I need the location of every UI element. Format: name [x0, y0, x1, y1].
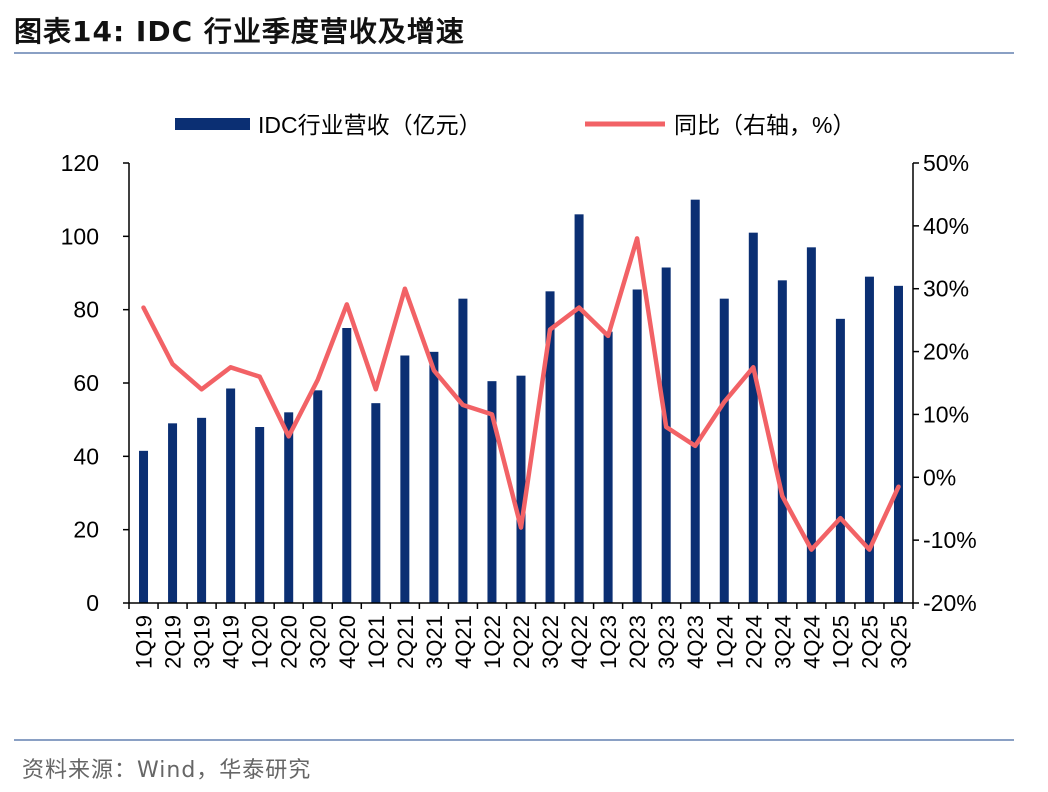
- right-tick-label: 50%: [923, 150, 969, 176]
- bar: [777, 280, 787, 603]
- legend-bar-swatch: [175, 118, 250, 130]
- left-tick-label: 20: [73, 517, 99, 543]
- bar: [458, 298, 468, 603]
- left-tick-label: 100: [61, 223, 99, 249]
- x-tick-label: 3Q22: [538, 615, 563, 669]
- left-tick-label: 120: [61, 150, 99, 176]
- right-tick-label: 40%: [923, 213, 969, 239]
- right-tick-label: -20%: [923, 590, 977, 616]
- bar: [168, 423, 178, 603]
- x-tick-label: 3Q25: [886, 615, 911, 669]
- page-title: 图表14: IDC 行业季度营收及增速: [14, 15, 465, 48]
- x-tick-label: 1Q19: [132, 615, 157, 669]
- x-tick-label: 1Q25: [828, 615, 853, 669]
- x-tick-label: 3Q19: [190, 615, 215, 669]
- bar: [255, 427, 265, 603]
- line-series: [141, 236, 901, 552]
- bar: [516, 375, 526, 603]
- bar: [313, 390, 323, 603]
- x-tick-label: 3Q24: [770, 615, 795, 669]
- source-note: 资料来源：Wind，华泰研究: [22, 758, 312, 783]
- x-tick-label: 4Q24: [799, 615, 824, 669]
- x-tick-label: 2Q20: [277, 615, 302, 669]
- x-tick-label: 4Q21: [451, 615, 476, 669]
- x-tick-label: 3Q21: [422, 615, 447, 669]
- bar: [719, 298, 729, 603]
- bar: [226, 388, 236, 603]
- bar: [487, 381, 497, 603]
- left-tick-label: 60: [73, 370, 99, 396]
- x-tick-label: 2Q25: [857, 615, 882, 669]
- bar: [603, 331, 613, 603]
- left-tick-label: 40: [73, 443, 99, 469]
- bar: [342, 328, 352, 603]
- legend-line-label: 同比（右轴，%）: [674, 112, 855, 138]
- x-tick-label: 1Q20: [248, 615, 273, 669]
- x-tick-label: 1Q22: [480, 615, 505, 669]
- x-tick-label: 1Q24: [712, 615, 737, 669]
- bar: [661, 267, 671, 603]
- bar: [574, 214, 584, 604]
- bar: [748, 232, 758, 603]
- bar: [197, 417, 207, 603]
- axes: 0 20 40 60 80 100 120 -20% -10% 0% 10% 20% 30% 40% 50%…: [61, 150, 977, 669]
- chart: IDC行业营收（亿元） 同比（右轴，%） 0 20 40 60 80 100 120 -20% -…: [61, 112, 977, 669]
- x-tick-label: 4Q20: [335, 615, 360, 669]
- bar-series: [139, 199, 903, 604]
- bar: [632, 289, 642, 603]
- bar: [371, 403, 381, 603]
- bar: [139, 450, 149, 603]
- x-tick-label: 2Q24: [741, 615, 766, 669]
- right-tick-label: 10%: [923, 401, 969, 427]
- x-tick-label: 2Q22: [509, 615, 534, 669]
- legend-bar-label: IDC行业营收（亿元）: [258, 112, 482, 138]
- left-tick-label: 80: [73, 297, 99, 323]
- bar: [893, 285, 903, 603]
- right-tick-label: 0%: [923, 464, 956, 490]
- bar: [400, 355, 410, 603]
- right-tick-label: 20%: [923, 339, 969, 365]
- x-tick-label: 2Q23: [625, 615, 650, 669]
- source-divider: [14, 739, 1014, 741]
- x-tick-label: 4Q19: [219, 615, 244, 669]
- bar: [806, 247, 816, 604]
- left-tick-label: 0: [86, 590, 99, 616]
- x-tick-label: 4Q23: [683, 615, 708, 669]
- x-tick-label: 2Q19: [161, 615, 186, 669]
- right-tick-label: 30%: [923, 276, 969, 302]
- bar: [835, 318, 845, 603]
- x-tick-label: 4Q22: [567, 615, 592, 669]
- x-tick-label: 1Q21: [364, 615, 389, 669]
- right-tick-label: -10%: [923, 527, 977, 553]
- title-divider: [14, 52, 1014, 54]
- bar: [284, 412, 294, 603]
- bar: [545, 291, 555, 603]
- bar: [429, 351, 439, 603]
- x-tick-label: 3Q23: [654, 615, 679, 669]
- bar: [690, 199, 700, 603]
- x-tick-label: 3Q20: [306, 615, 331, 669]
- bar: [864, 276, 874, 603]
- legend: IDC行业营收（亿元） 同比（右轴，%）: [175, 112, 855, 138]
- x-tick-label: 1Q23: [596, 615, 621, 669]
- x-tick-label: 2Q21: [393, 615, 418, 669]
